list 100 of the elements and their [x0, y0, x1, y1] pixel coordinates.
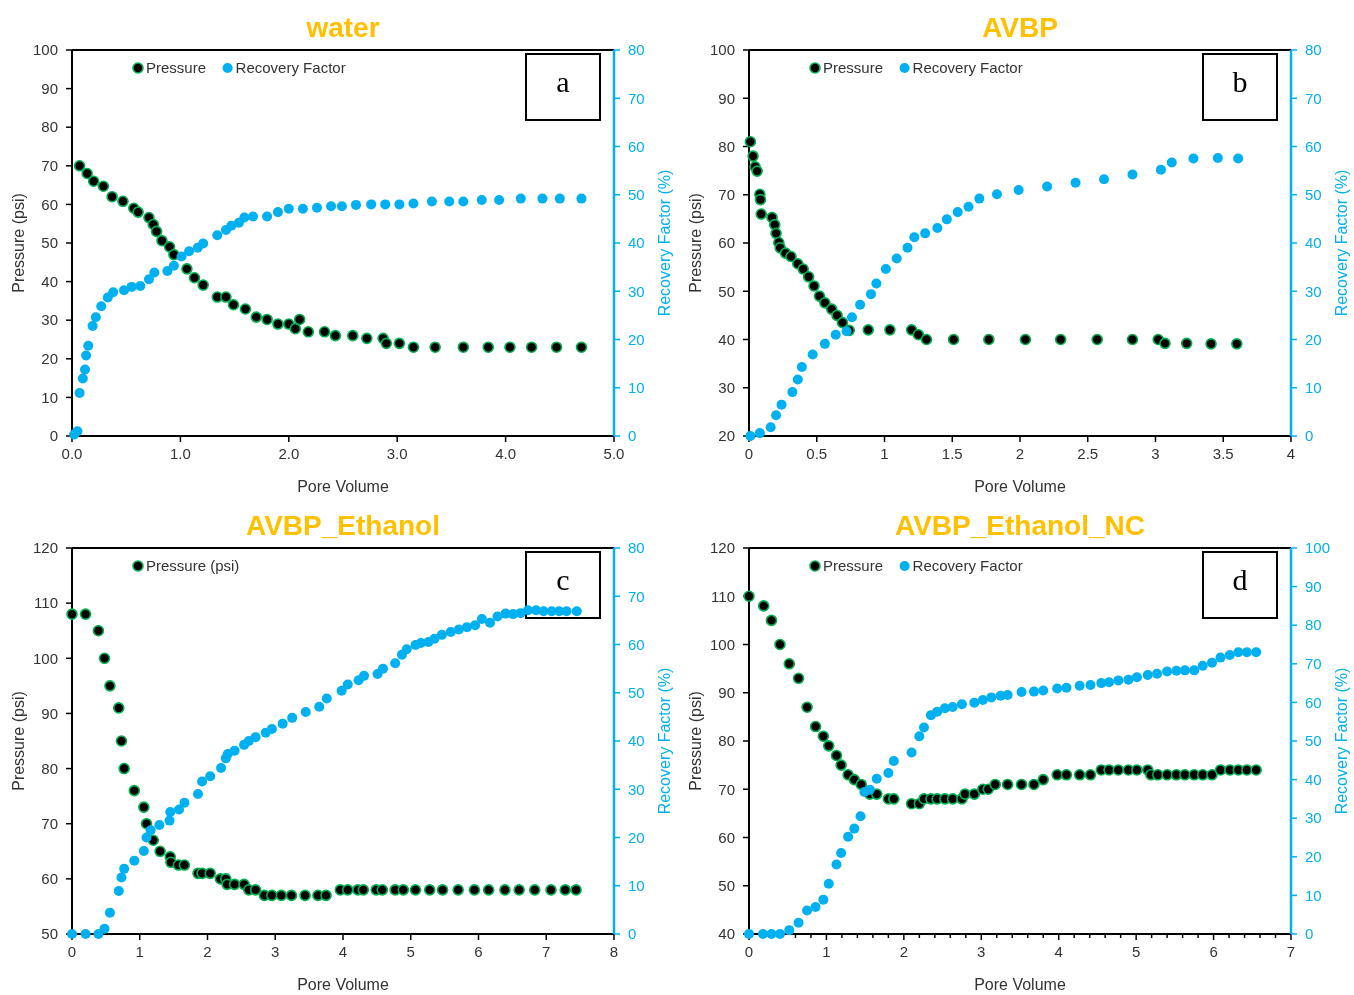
x-tick-label: 3.0	[386, 445, 408, 462]
y-tick-label: 20	[718, 427, 735, 445]
y2-tick-label: 0	[628, 427, 637, 445]
y2-tick-label: 100	[1305, 539, 1331, 557]
y2-tick-label: 10	[1305, 379, 1322, 396]
y2-tick-label: 80	[1305, 616, 1322, 634]
y-tick-label: 60	[718, 828, 735, 846]
y2-tick-label: 20	[628, 330, 645, 348]
y2-tick-label: 40	[628, 732, 645, 750]
y-tick-label: 40	[718, 330, 735, 348]
y-tick-label: 100	[709, 41, 735, 59]
x-tick-label: 3	[271, 943, 280, 960]
y-tick-label: 70	[41, 814, 58, 832]
y-tick-label: 90	[718, 684, 735, 701]
y-tick-label: 120	[709, 539, 735, 557]
y2-tick-label: 30	[628, 282, 645, 300]
annotation: a	[556, 65, 570, 98]
x-axis-title: Pore Volume	[297, 976, 389, 993]
x-tick-label: 1.5	[941, 445, 963, 462]
x-tick-label: 2	[899, 943, 909, 960]
y2-tick-label: 0	[628, 925, 637, 943]
legend-label: Pressure (psi)	[146, 557, 240, 575]
x-tick-label: 1.0	[169, 445, 191, 462]
y-tick-label: 100	[32, 649, 58, 667]
y2-axis-title: Recovery Factor (%)	[1333, 169, 1350, 317]
y-tick-label: 60	[718, 234, 735, 252]
y-tick-label: 70	[718, 186, 735, 203]
x-tick-label: 6	[474, 943, 483, 960]
y-tick-label: 40	[41, 272, 58, 290]
x-tick-label: 6	[1209, 943, 1218, 960]
y2-tick-label: 60	[628, 137, 645, 155]
y-tick-label: 20	[41, 350, 58, 368]
y2-tick-label: 80	[628, 539, 645, 557]
y-tick-label: 100	[709, 635, 735, 653]
x-axis-title: Pore Volume	[974, 478, 1066, 495]
y-tick-label: 60	[41, 195, 58, 213]
y2-tick-label: 10	[628, 877, 645, 894]
y2-tick-label: 70	[1305, 655, 1322, 673]
x-tick-label: 4	[1054, 943, 1063, 960]
x-axis-title: Pore Volume	[297, 478, 389, 495]
chart-title: AVBP_Ethanol_NC	[895, 510, 1145, 541]
y2-tick-label: 60	[628, 635, 645, 653]
y-tick-label: 110	[34, 594, 58, 612]
x-tick-label: 4	[338, 943, 348, 960]
y-tick-label: 90	[41, 79, 58, 97]
y2-tick-label: 20	[628, 828, 645, 846]
y2-tick-label: 50	[1305, 186, 1322, 203]
y2-tick-label: 0	[1305, 925, 1314, 943]
y2-tick-label: 30	[1305, 282, 1322, 300]
y2-tick-label: 50	[1305, 732, 1322, 750]
y-tick-label: 80	[41, 759, 58, 777]
legend-label: Recovery Factor	[912, 557, 1023, 575]
x-tick-label: 3	[1151, 445, 1160, 462]
x-tick-label: 4	[1286, 445, 1296, 462]
y2-axis-title: Recovery Factor (%)	[656, 667, 673, 815]
y-tick-label: 120	[32, 539, 58, 557]
y2-tick-label: 40	[1305, 770, 1322, 788]
x-tick-label: 0	[744, 943, 754, 960]
x-tick-label: 5.0	[603, 445, 625, 462]
y-axis-title: Pressure (psi)	[687, 193, 704, 293]
y-tick-label: 50	[41, 234, 58, 252]
x-tick-label: 1	[135, 943, 144, 960]
x-tick-label: 5	[406, 943, 415, 960]
x-tick-label: 2	[203, 943, 212, 960]
y-axis-title: Pressure (psi)	[10, 691, 27, 791]
y2-tick-label: 20	[1305, 848, 1322, 866]
y-tick-label: 50	[718, 282, 735, 300]
y2-tick-label: 0	[1305, 427, 1314, 445]
y-tick-label: 30	[41, 311, 58, 329]
x-tick-label: 0.5	[806, 445, 828, 462]
legend-label: Pressure	[823, 59, 884, 77]
x-tick-label: 3.5	[1212, 445, 1234, 462]
y-tick-label: 40	[718, 925, 735, 943]
y-tick-label: 90	[718, 89, 735, 107]
x-tick-label: 0.0	[61, 445, 83, 462]
annotation: c	[556, 563, 570, 596]
y-tick-label: 90	[41, 704, 58, 722]
y2-tick-label: 40	[628, 234, 645, 252]
annotation: d	[1232, 563, 1248, 596]
y2-tick-label: 30	[1305, 809, 1322, 827]
y-tick-label: 0	[49, 427, 58, 445]
y2-tick-label: 90	[1305, 577, 1322, 595]
y2-tick-label: 70	[1305, 89, 1322, 107]
y2-tick-label: 10	[1305, 886, 1322, 904]
y-tick-label: 110	[711, 587, 735, 605]
y-axis-title: Pressure (psi)	[10, 193, 27, 293]
y-tick-label: 50	[718, 877, 735, 894]
y-tick-label: 10	[41, 388, 58, 406]
x-tick-label: 0	[67, 943, 77, 960]
x-tick-label: 3	[977, 943, 986, 960]
x-tick-label: 8	[609, 943, 619, 960]
legend-label: Recovery Factor	[235, 59, 346, 77]
y2-tick-label: 50	[628, 186, 645, 203]
y-tick-label: 70	[41, 157, 58, 175]
x-tick-label: 7	[542, 943, 551, 960]
y2-tick-label: 70	[628, 587, 645, 605]
legend-label: Pressure	[146, 59, 207, 77]
y2-tick-label: 10	[628, 379, 645, 396]
chart-title: AVBP_Ethanol	[246, 510, 440, 541]
chart-title: AVBP	[982, 12, 1058, 43]
